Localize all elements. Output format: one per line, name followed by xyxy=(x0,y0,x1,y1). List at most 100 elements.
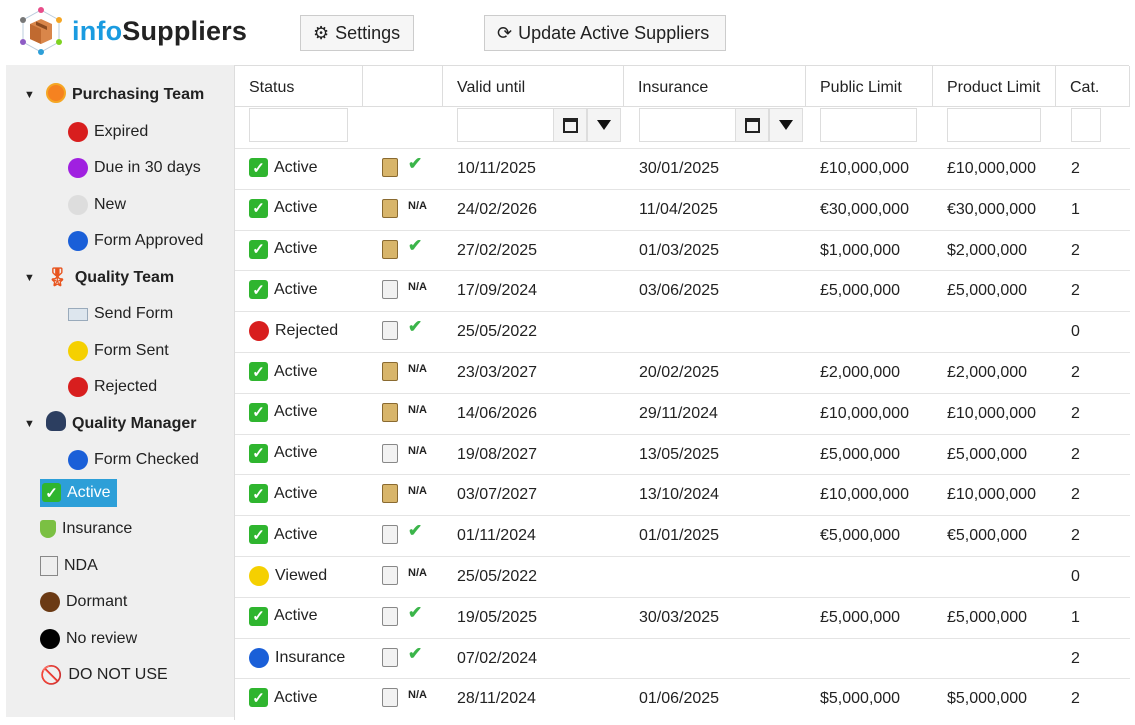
status-text: Viewed xyxy=(275,567,328,584)
tree-item[interactable]: Form Approved xyxy=(68,227,203,255)
table-row[interactable]: ✓ Active N/A 24/02/2026 11/04/2025 €30,00… xyxy=(235,188,1130,230)
document-clipboard-icon[interactable] xyxy=(382,158,398,177)
column-header[interactable]: Public Limit xyxy=(806,66,933,107)
cat-filter-input[interactable] xyxy=(1071,108,1101,142)
award-ribbon-icon: 🎖 xyxy=(46,267,69,287)
tree-item[interactable]: New xyxy=(68,191,126,219)
filter-button[interactable] xyxy=(587,108,621,142)
document-clipboard-icon[interactable] xyxy=(382,647,398,667)
item-label: Form Approved xyxy=(94,232,204,249)
document-clipboard-icon[interactable] xyxy=(382,688,398,708)
status-dot-icon xyxy=(68,231,88,251)
envelope-icon xyxy=(68,307,88,321)
collapse-caret-icon[interactable]: ▼ xyxy=(24,417,35,430)
calendar-button[interactable] xyxy=(553,108,587,142)
public-limit-filter-input[interactable] xyxy=(820,108,917,142)
table-row[interactable]: ✓ Active N/A 28/11/2024 01/06/2025 $5,000… xyxy=(235,678,1130,719)
tree-item[interactable]: Form Sent xyxy=(68,337,169,365)
tree-item-active[interactable]: ✓ Active xyxy=(40,478,117,507)
tree-item-do-not-use[interactable]: 🚫 DO NOT USE xyxy=(40,661,168,689)
nda-check-icon: ✔ xyxy=(408,317,423,337)
calendar-icon xyxy=(562,117,578,133)
status-cell: Insurance xyxy=(249,647,345,668)
valid-until-cell: 10/11/2025 xyxy=(457,160,536,177)
tree-group[interactable]: Purchasing Team xyxy=(46,81,204,109)
tree-item[interactable]: Rejected xyxy=(68,373,157,401)
update-active-suppliers-button[interactable]: ⟳ Update Active Suppliers xyxy=(484,15,726,51)
valid-until-filter-input[interactable] xyxy=(457,108,554,142)
cat-cell: 2 xyxy=(1071,160,1080,177)
document-clipboard-icon[interactable] xyxy=(382,484,398,504)
insurance-cell: 01/06/2025 xyxy=(639,690,720,708)
document-clipboard-icon[interactable] xyxy=(382,321,398,341)
public-limit-cell: $5,000,000 xyxy=(820,690,901,708)
tree-group[interactable]: 🎖 Quality Team xyxy=(46,264,174,292)
tree-item-dormant[interactable]: Dormant xyxy=(40,588,127,616)
document-clipboard-icon[interactable] xyxy=(382,606,398,626)
column-header[interactable]: Product Limit xyxy=(933,66,1056,107)
item-label: Form Checked xyxy=(94,451,199,468)
nda-check-icon: ✔ xyxy=(408,521,423,541)
document-clipboard-icon[interactable] xyxy=(382,402,398,422)
column-header[interactable]: Valid until xyxy=(443,66,624,107)
check-icon: ✓ xyxy=(42,483,61,502)
document-clipboard-icon[interactable] xyxy=(382,362,398,381)
column-header[interactable]: Cat. xyxy=(1056,66,1130,107)
table-row[interactable]: ✓ Active N/A 14/06/2026 29/11/2024 £10,00… xyxy=(235,392,1130,434)
document-clipboard-icon[interactable] xyxy=(382,525,398,545)
table-row[interactable]: ✓ Active N/A 03/07/2027 13/10/2024 £10,00… xyxy=(235,474,1130,515)
table-row[interactable]: Rejected ✔ 25/05/2022 0 xyxy=(235,311,1130,352)
table-row[interactable]: ✓ Active ✔ 27/02/2025 01/03/2025 $1,000,0… xyxy=(235,229,1130,271)
sidebar-tree: ▼ Purchasing Team Expired Due in 30 days Ne… xyxy=(6,65,234,717)
status-filter-input[interactable] xyxy=(249,108,348,142)
product-limit-filter-input[interactable] xyxy=(947,108,1041,142)
insurance-cell: 30/01/2025 xyxy=(639,160,720,177)
valid-until-cell: 25/05/2022 xyxy=(457,568,538,585)
cat-cell: 1 xyxy=(1071,608,1080,626)
tree-item-no-review[interactable]: No review xyxy=(40,625,137,653)
check-icon: ✓ xyxy=(249,158,268,177)
document-clipboard-icon[interactable] xyxy=(382,443,398,463)
tree-group[interactable]: Quality Manager xyxy=(46,410,196,438)
status-dot-icon xyxy=(68,121,88,142)
item-label: DO NOT USE xyxy=(68,666,168,683)
table-row[interactable]: ✓ Active N/A 19/08/2027 13/05/2025 £5,000… xyxy=(235,433,1130,475)
collapse-caret-icon[interactable]: ▼ xyxy=(24,271,35,284)
insurance-cell: 13/05/2025 xyxy=(639,445,720,463)
filter-button[interactable] xyxy=(769,108,803,142)
calendar-button[interactable] xyxy=(735,108,769,142)
status-dot-icon xyxy=(68,377,88,397)
nda-check-icon: ✔ xyxy=(408,154,423,173)
item-label: Expired xyxy=(94,122,149,140)
table-row[interactable]: Insurance ✔ 07/02/2024 2 xyxy=(235,637,1130,679)
tree-item[interactable]: Due in 30 days xyxy=(68,154,201,182)
column-header[interactable] xyxy=(363,66,443,107)
public-limit-cell: $1,000,000 xyxy=(820,241,901,259)
cat-cell: 2 xyxy=(1071,404,1080,422)
tree-item-insurance[interactable]: Insurance xyxy=(40,515,132,543)
product-limit-cell: $2,000,000 xyxy=(947,241,1028,259)
tree-item-nda[interactable]: NDA xyxy=(40,552,98,580)
document-clipboard-icon[interactable] xyxy=(382,198,398,218)
document-clipboard-icon[interactable] xyxy=(382,239,398,259)
table-row[interactable]: Viewed N/A 25/05/2022 0 xyxy=(235,556,1130,597)
nda-na-label: N/A xyxy=(408,281,427,294)
settings-button[interactable]: ⚙ Settings xyxy=(300,15,414,51)
document-clipboard-icon[interactable] xyxy=(382,566,398,585)
document-clipboard-icon[interactable] xyxy=(382,280,398,300)
table-row[interactable]: ✓ Active N/A 23/03/2027 20/02/2025 £2,000… xyxy=(235,352,1130,393)
cat-cell: 2 xyxy=(1071,486,1080,504)
item-label: Insurance xyxy=(62,520,133,537)
table-row[interactable]: ✓ Active ✔ 10/11/2025 30/01/2025 £10,000,… xyxy=(235,148,1130,189)
public-limit-cell: £5,000,000 xyxy=(820,282,901,300)
tree-item[interactable]: Expired xyxy=(68,118,148,146)
table-row[interactable]: ✓ Active ✔ 01/11/2024 01/01/2025 €5,000,0… xyxy=(235,515,1130,556)
insurance-filter-input[interactable] xyxy=(639,108,736,142)
tree-item[interactable]: Form Checked xyxy=(68,446,199,474)
column-header[interactable]: Status xyxy=(235,66,363,107)
collapse-caret-icon[interactable]: ▼ xyxy=(24,89,35,101)
tree-item[interactable]: Send Form xyxy=(68,300,173,328)
table-row[interactable]: ✓ Active N/A 17/09/2024 03/06/2025 £5,000… xyxy=(235,270,1130,311)
table-row[interactable]: ✓ Active ✔ 19/05/2025 30/03/2025 £5,000,0… xyxy=(235,596,1130,638)
column-header[interactable]: Insurance xyxy=(624,66,806,107)
